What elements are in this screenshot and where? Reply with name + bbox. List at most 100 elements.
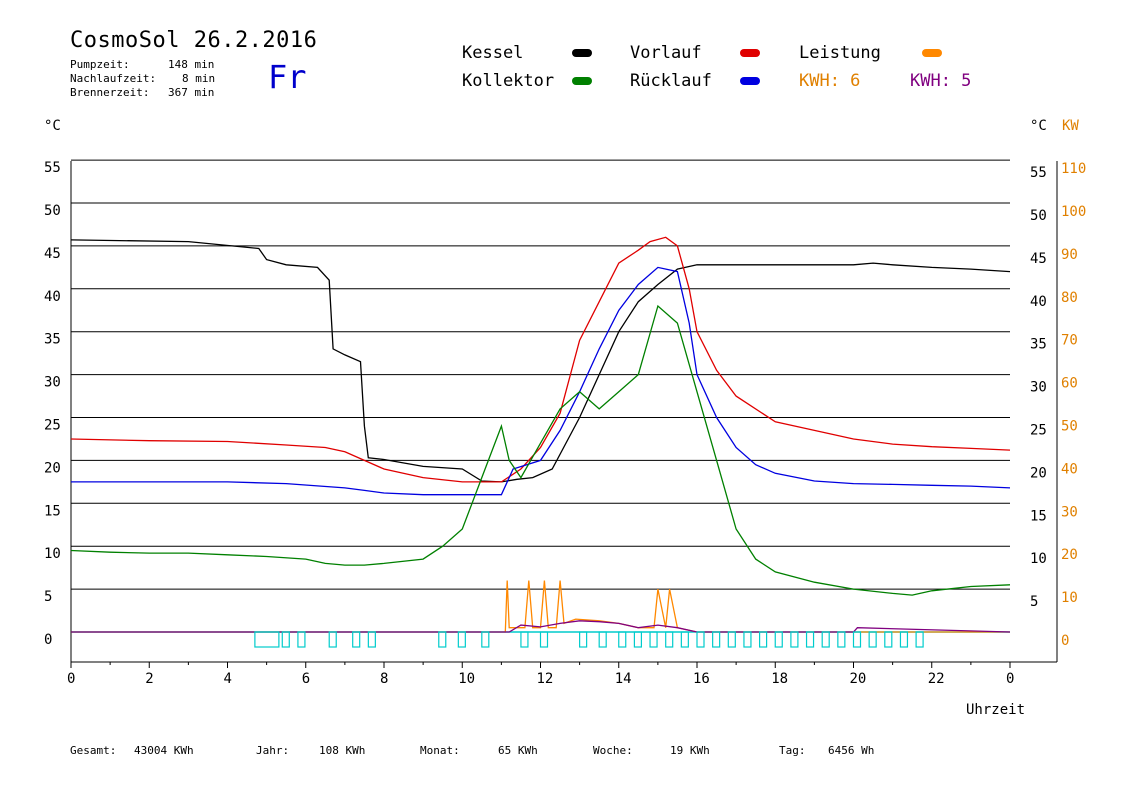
y2-tick-label: 80 — [1061, 290, 1078, 306]
series-line-leistung — [71, 580, 1010, 633]
y-tick-label-right: 35 — [1030, 337, 1047, 353]
legend-kwh-orange: KWH: 6 — [799, 71, 861, 91]
y-tick-label-left: 35 — [44, 332, 61, 348]
pump-status-box — [884, 631, 893, 648]
series-line-r-cklauf — [71, 266, 1011, 496]
y2-tick-label: 90 — [1061, 247, 1078, 263]
pump-status-box — [598, 631, 607, 648]
y2-tick-label: 20 — [1061, 547, 1078, 563]
grid-lines — [71, 159, 1010, 633]
pump-status-box — [520, 631, 529, 648]
chart-title: CosmoSol 26.2.2016 — [70, 28, 318, 53]
pump-status-box — [743, 631, 752, 648]
legend-kollektor-swatch — [572, 77, 592, 85]
y2-tick-label: 100 — [1061, 204, 1086, 220]
footer-tag-value: 6456 Wh — [828, 744, 875, 757]
legend-leistung-label: Leistung — [799, 43, 881, 63]
legend-vorlauf-label: Vorlauf — [630, 43, 702, 63]
y-tick-label-left: 25 — [44, 418, 61, 434]
y-tick-label-left: 0 — [44, 632, 52, 648]
pump-status-box — [539, 631, 549, 648]
y2-tick-label: 60 — [1061, 376, 1078, 392]
x-tick-label: 8 — [380, 671, 388, 687]
pump-status-box — [579, 631, 588, 648]
legend-vorlauf-swatch — [740, 49, 760, 57]
pump-status-box — [438, 631, 447, 648]
x-tick-label: 18 — [771, 671, 788, 687]
x-tick-label: 14 — [615, 671, 632, 687]
y-tick-label-left: 30 — [44, 375, 61, 391]
pump-status-box — [915, 631, 924, 648]
x-tick-label: 0 — [67, 671, 75, 687]
legend-kessel-label: Kessel — [462, 43, 524, 63]
legend-kollektor-label: Kollektor — [462, 71, 555, 91]
y2-tick-label: 110 — [1061, 161, 1086, 177]
pumpzeit-value: 148 min — [168, 58, 215, 71]
y2-tick-label: 50 — [1061, 419, 1078, 435]
brennerzeit-label: Brennerzeit: — [70, 86, 150, 99]
legend-kwh-purple: KWH: 5 — [910, 71, 972, 91]
y2-tick-label: 30 — [1061, 504, 1078, 520]
footer-tag-label: Tag: — [779, 744, 806, 757]
y-tick-label-right: 20 — [1030, 465, 1047, 481]
y-tick-label-left: 20 — [44, 460, 61, 476]
footer-monat-label: Monat: — [420, 744, 460, 757]
x-tick-label: 10 — [458, 671, 475, 687]
y-tick-label-left: 45 — [44, 246, 61, 262]
y2-tick-label: 40 — [1061, 461, 1078, 477]
x-tick-label: 22 — [928, 671, 945, 687]
x-tick-label: 2 — [145, 671, 153, 687]
right-unit-label: °C — [1030, 118, 1047, 134]
series — [70, 236, 1011, 648]
weekday-label: Fr — [268, 58, 307, 96]
x-tick-label: 12 — [537, 671, 554, 687]
pump-status-box — [805, 631, 815, 648]
y-tick-label-right: 40 — [1030, 294, 1047, 310]
footer-jahr-label: Jahr: — [256, 744, 290, 757]
legend-ruecklauf-swatch — [740, 77, 760, 85]
right-kw-unit-label: KW — [1062, 118, 1079, 134]
pump-status-box — [618, 631, 627, 648]
pump-status-box — [837, 631, 846, 648]
pump-status-box — [712, 631, 721, 648]
x-axis-label: Uhrzeit — [966, 702, 1026, 718]
pump-status-box — [852, 631, 862, 648]
pump-status-box — [297, 631, 306, 648]
pump-status-box — [457, 631, 466, 648]
y-tick-label-left: 50 — [44, 203, 61, 219]
y2-tick-label: 70 — [1061, 333, 1078, 349]
x-tick-label: 6 — [302, 671, 310, 687]
x-tick-label: 0 — [1006, 671, 1014, 687]
pump-status-box — [790, 631, 799, 648]
x-tick-label: 16 — [693, 671, 710, 687]
y-tick-label-right: 10 — [1030, 551, 1047, 567]
y-tick-label-right: 50 — [1030, 208, 1047, 224]
footer-woche-value: 19 KWh — [670, 744, 710, 757]
footer-woche-label: Woche: — [593, 744, 633, 757]
pumpzeit-label: Pumpzeit: — [70, 58, 130, 71]
y2-tick-label: 10 — [1061, 590, 1078, 606]
footer-monat-value: 65 KWh — [498, 744, 538, 757]
series-line-kwh-5 — [71, 620, 1011, 633]
pump-status-box — [367, 631, 376, 648]
pump-status-box — [899, 631, 909, 648]
x-tick-label: 20 — [850, 671, 867, 687]
pump-status-box — [649, 631, 658, 648]
pump-status-box — [481, 631, 490, 648]
y-tick-label-right: 30 — [1030, 380, 1047, 396]
y-tick-label-right: 55 — [1030, 165, 1047, 181]
pump-status-box — [696, 631, 705, 648]
y-tick-label-left: 40 — [44, 289, 61, 305]
pump-status-box — [328, 631, 337, 648]
y2-tick-label: 0 — [1061, 633, 1069, 649]
pump-status-box — [758, 631, 768, 648]
series-line-kollektor — [70, 304, 1011, 596]
legend-leistung-swatch — [922, 49, 942, 57]
pump-status-box — [352, 631, 361, 648]
pump-status-box — [774, 631, 783, 648]
nachlaufzeit-value: 8 min — [182, 72, 216, 85]
pump-status-box — [254, 631, 280, 648]
footer-gesamt-value: 43004 KWh — [134, 744, 194, 757]
brennerzeit-value: 367 min — [168, 86, 215, 99]
